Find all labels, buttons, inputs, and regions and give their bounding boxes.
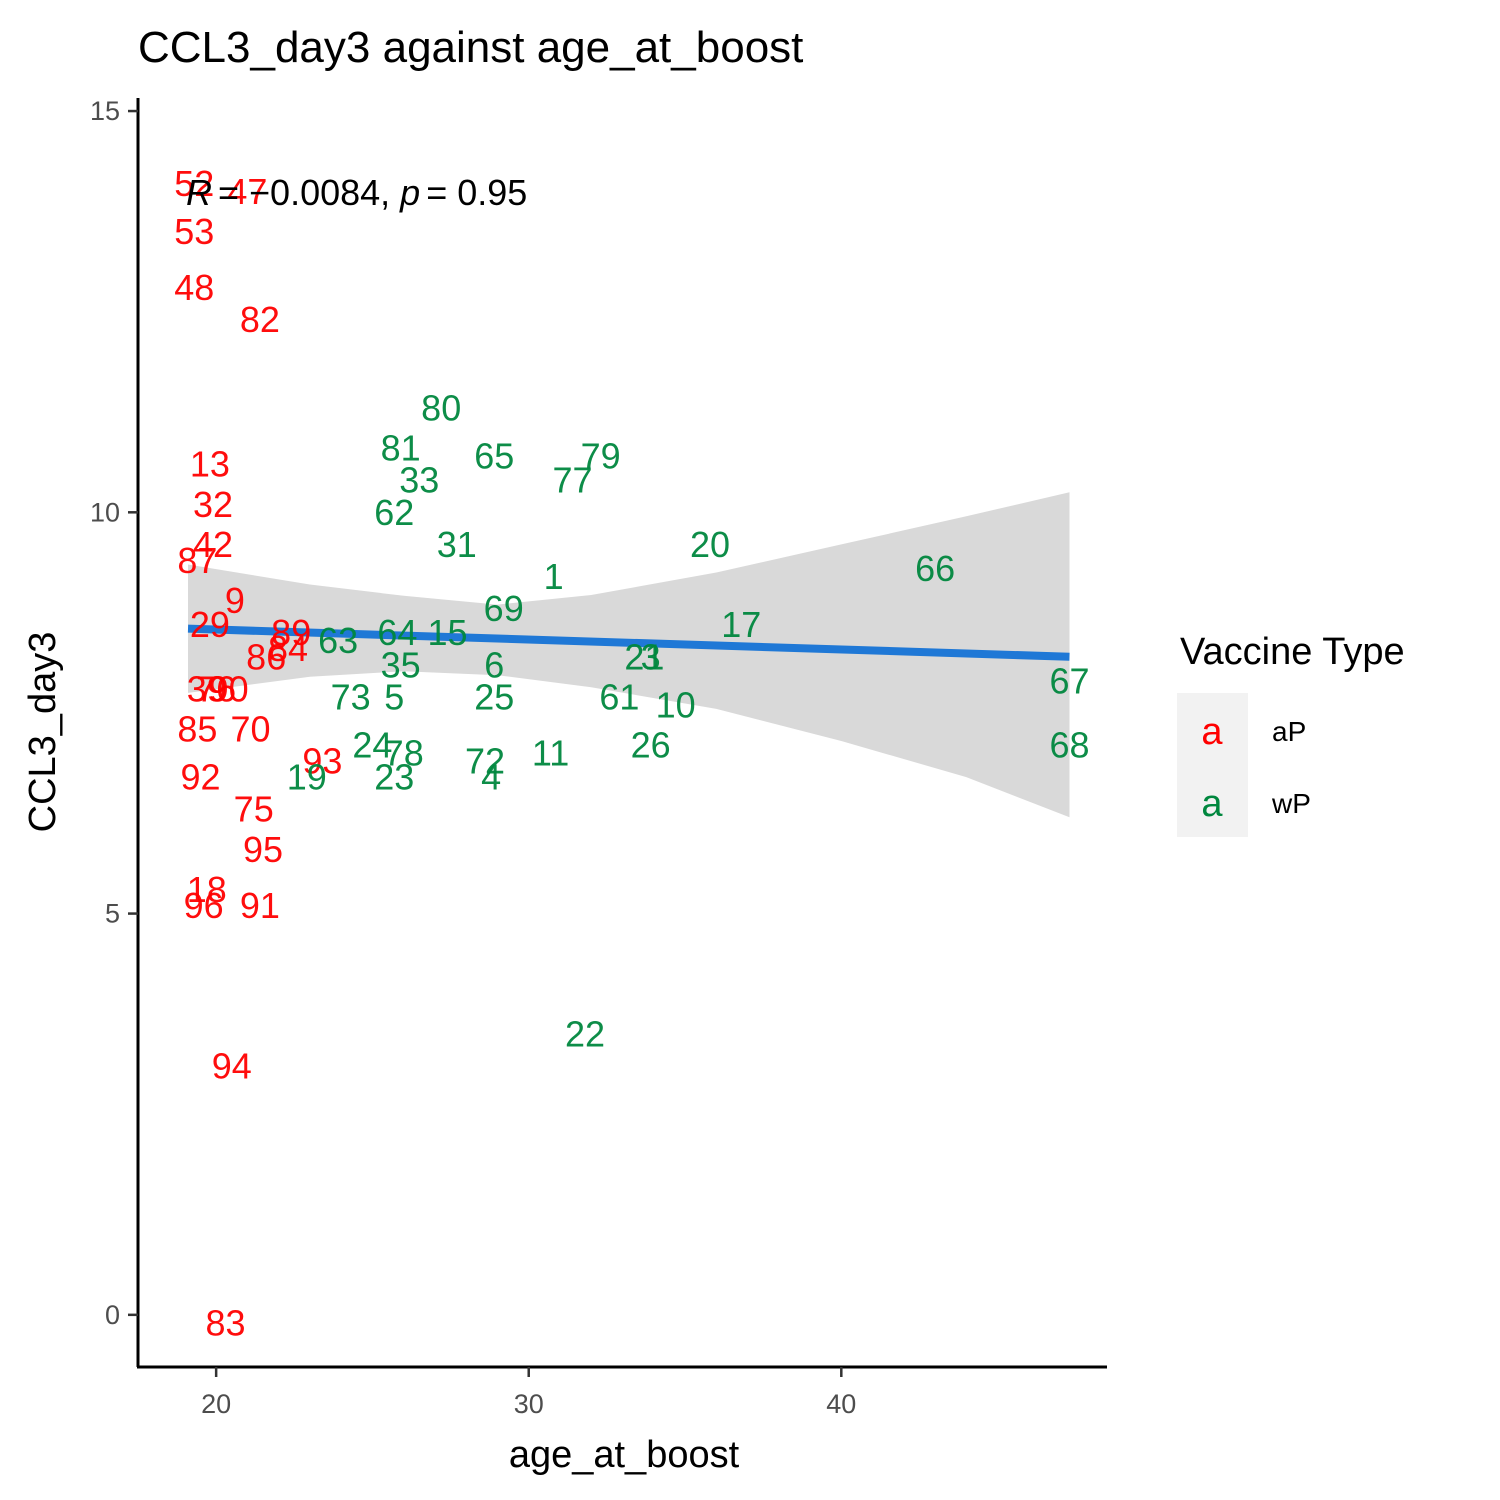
point-label-wp-68: 68 [1049, 725, 1089, 766]
point-label-ap-48: 48 [174, 267, 214, 308]
p-value: = 0.95 [426, 172, 527, 213]
point-label-ap-87: 87 [177, 540, 217, 581]
point-label-wp-11: 11 [532, 733, 569, 774]
point-label-wp-23: 23 [374, 757, 414, 798]
point-label-wp-24: 24 [352, 725, 392, 766]
legend-title: Vaccine Type [1180, 631, 1405, 673]
point-label-ap-76: 76 [196, 668, 236, 709]
point-label-ap-84: 84 [268, 628, 308, 669]
point-label-wp-77: 77 [552, 460, 592, 501]
r-symbol: R [186, 172, 212, 213]
point-label-wp-80: 80 [421, 388, 461, 429]
point-label-ap-53: 53 [174, 211, 214, 252]
legend-label-wp: wP [1271, 788, 1311, 819]
point-label-wp-15: 15 [427, 612, 467, 653]
point-label-ap-91: 91 [240, 885, 280, 926]
y-tick-label: 15 [90, 96, 120, 126]
point-label-wp-73: 73 [331, 676, 371, 717]
point-label-ap-86: 86 [246, 636, 286, 677]
correlation-annotation: R = −0.0084, p = 0.95 [186, 172, 527, 213]
point-label-wp-1: 1 [544, 556, 564, 597]
point-label-wp-10: 10 [656, 684, 696, 725]
point-label-ap-95: 95 [243, 829, 283, 870]
point-label-ap-93: 93 [302, 741, 342, 782]
point-label-ap-70: 70 [230, 709, 270, 750]
y-axis-ticks: 0 5 10 15 [90, 96, 138, 1330]
point-label-wp-3: 3 [641, 636, 661, 677]
point-label-ap-96: 96 [184, 885, 224, 926]
point-label-ap-52: 52 [174, 163, 214, 204]
point-label-wp-33: 33 [399, 460, 439, 501]
point-label-wp-78: 78 [384, 733, 424, 774]
point-label-ap-32: 32 [193, 484, 233, 525]
point-label-ap-47: 47 [227, 171, 267, 212]
point-label-wp-81: 81 [381, 428, 421, 469]
legend-key-wp: a [1201, 783, 1223, 825]
point-label-ap-92: 92 [180, 757, 220, 798]
point-label-wp-63: 63 [318, 620, 358, 661]
legend-key-background [1177, 693, 1248, 837]
point-label-ap-90: 90 [209, 668, 249, 709]
point-label-ap-42: 42 [193, 524, 233, 565]
point-label-wp-69: 69 [484, 588, 524, 629]
point-label-wp-79: 79 [581, 436, 621, 477]
point-label-ap-75: 75 [234, 789, 274, 830]
point-label-ap-18: 18 [187, 869, 227, 910]
point-label-wp-20: 20 [690, 524, 730, 565]
y-tick-label: 10 [90, 497, 120, 527]
point-label-wp-19: 19 [287, 757, 327, 798]
x-tick-label: 40 [826, 1389, 856, 1419]
point-label-wp-72: 72 [465, 741, 505, 782]
y-tick-label: 5 [105, 899, 120, 929]
point-label-wp-66: 66 [915, 548, 955, 589]
point-label-wp-21: 21 [624, 636, 664, 677]
legend-key-ap: a [1201, 711, 1223, 753]
point-label-ap-85: 85 [177, 709, 217, 750]
point-label-ap-39: 39 [187, 668, 227, 709]
point-label-ap-9: 9 [225, 580, 245, 621]
point-label-wp-4: 4 [481, 757, 501, 798]
point-label-wp-26: 26 [631, 725, 671, 766]
point-label-wp-35: 35 [381, 644, 421, 685]
x-axis-title: age_at_boost [509, 1434, 740, 1476]
point-label-ap-94: 94 [212, 1046, 252, 1087]
point-label-wp-17: 17 [721, 604, 761, 645]
point-label-wp-62: 62 [374, 492, 414, 533]
legend-label-ap: aP [1272, 716, 1306, 747]
point-label-ap-29: 29 [190, 604, 230, 645]
legend: Vaccine Type a aP a wP [1177, 631, 1405, 837]
x-tick-label: 20 [201, 1389, 231, 1419]
y-axis-title: CCL3_day3 [22, 632, 64, 833]
point-label-wp-6: 6 [484, 644, 504, 685]
confidence-band [188, 492, 1070, 818]
point-label-wp-67: 67 [1049, 660, 1089, 701]
r-value: = −0.0084, [218, 172, 390, 213]
x-tick-label: 30 [514, 1389, 544, 1419]
chart-title: CCL3_day3 against age_at_boost [138, 23, 803, 72]
x-axis-ticks: 20 30 40 [201, 1367, 856, 1419]
y-tick-label: 0 [105, 1300, 120, 1330]
point-label-ap-13: 13 [190, 444, 230, 485]
point-label-wp-61: 61 [599, 676, 639, 717]
point-label-wp-5: 5 [384, 676, 404, 717]
point-label-wp-65: 65 [474, 436, 514, 477]
point-label-wp-31: 31 [437, 524, 477, 565]
trend-line [187, 624, 1070, 661]
point-label-wp-64: 64 [377, 612, 417, 653]
point-label-ap-89: 89 [271, 612, 311, 653]
point-label-wp-25: 25 [474, 676, 514, 717]
point-label-ap-83: 83 [205, 1302, 245, 1343]
p-symbol: p [399, 172, 420, 213]
point-label-ap-82: 82 [240, 299, 280, 340]
point-label-wp-22: 22 [565, 1014, 605, 1055]
